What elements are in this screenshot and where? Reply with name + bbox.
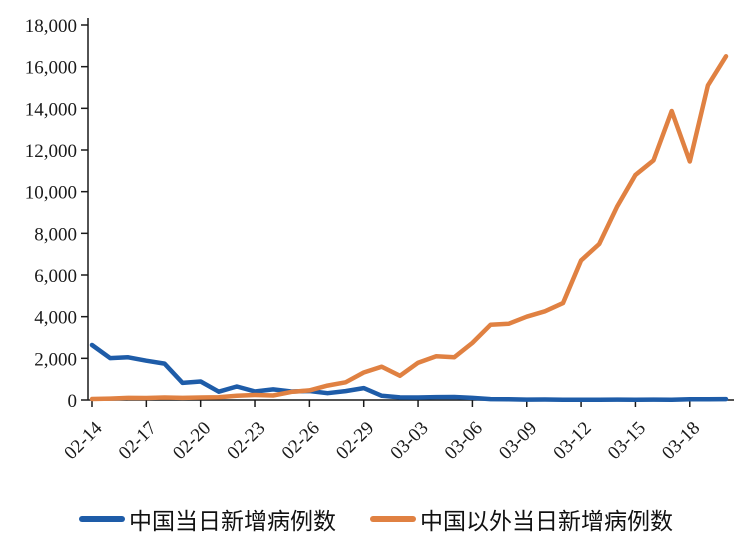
legend-label-china: 中国当日新增病例数 [129,508,336,534]
y-tick-label: 0 [68,391,78,412]
legend-swatch-china [79,516,125,522]
x-tick-label: 02-20 [169,418,215,464]
x-tick-label: 03-15 [604,418,650,464]
legend: 中国当日新增病例数 中国以外当日新增病例数 [0,502,752,536]
x-tick-label: 03-03 [386,418,432,464]
y-tick-label: 6,000 [34,266,77,287]
plot-area: 0 2,000 4,000 6,000 8,000 10,000 12,000 14,000 1… [25,16,734,464]
x-tick-label: 02-23 [223,418,269,464]
x-tick-label: 03-09 [495,418,541,464]
x-tick-label: 03-12 [549,418,595,464]
legend-label-outside-china: 中国以外当日新增病例数 [420,508,673,534]
x-tick-label: 03-18 [658,418,704,464]
y-tick-label: 2,000 [34,349,77,370]
x-tick-label: 02-17 [115,418,161,464]
y-tick-label: 12,000 [25,141,77,162]
legend-item-china: 中国当日新增病例数 [79,502,336,536]
y-tick-label: 18,000 [25,16,77,37]
y-tick-label: 8,000 [34,224,77,245]
legend-item-outside-china: 中国以外当日新增病例数 [370,502,673,536]
x-tick-label: 02-14 [60,417,107,464]
y-tick-label: 14,000 [25,99,77,120]
legend-swatch-outside-china [370,516,416,522]
y-tick-label: 16,000 [25,58,77,79]
series-line-china [89,342,729,403]
x-tick-label: 03-06 [441,418,487,464]
x-tick-label: 02-29 [332,418,378,464]
y-tick-label: 10,000 [25,183,77,204]
x-tick-label: 02-26 [278,418,324,464]
series-line-outside-china [89,54,729,402]
y-tick-label: 4,000 [34,308,77,329]
